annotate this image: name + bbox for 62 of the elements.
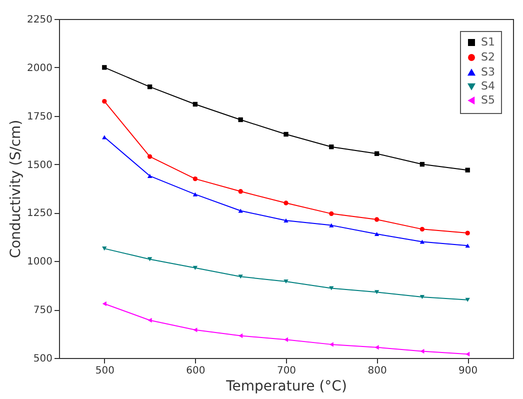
y-tick-label: 500 [33,354,52,364]
point [465,230,470,236]
point [102,98,107,104]
legend-label: S1 [481,36,495,48]
point [420,348,424,354]
point [192,176,198,182]
x-axis-title: Temperature (°C) [225,378,347,394]
y-tick-label: 1750 [27,111,52,122]
point [102,301,106,306]
legend-label: S3 [481,66,495,78]
point [284,200,288,206]
point [284,337,288,342]
point [374,151,380,156]
point [284,279,288,284]
x-tick-label: 900 [458,366,478,376]
point [465,298,470,302]
point [329,342,334,347]
point [284,132,288,137]
legend-label: S4 [481,80,495,92]
y-axis-title: Conductivity (S/cm) [8,120,24,258]
point [147,174,152,178]
point [238,208,243,213]
point [329,144,334,150]
point [329,286,334,290]
point [420,240,425,244]
point [147,154,152,159]
point [192,266,198,270]
y-tick-label: 1000 [27,256,52,268]
x-tick-label: 800 [368,366,387,376]
point [420,226,425,232]
point [238,189,243,194]
point [374,232,380,236]
point [465,168,470,172]
point [102,246,107,251]
y-tick-label: 1500 [27,160,52,171]
point [420,294,425,300]
legend-label: S5 [481,94,495,106]
point [102,65,107,70]
point [466,352,470,356]
point [192,102,198,107]
legend-label: S2 [481,50,495,64]
y-tick-label: 2000 [27,62,52,74]
point [238,333,243,338]
point [329,211,334,216]
y-tick-label: 750 [33,305,52,316]
x-tick-label: 700 [276,366,296,376]
point [148,318,152,323]
point [147,257,152,262]
y-tick-label: 2250 [27,14,52,26]
point [374,290,380,294]
point [420,162,425,167]
x-tick-label: 500 [95,366,114,376]
point [238,117,243,122]
point [238,274,243,279]
point [147,84,152,90]
point [374,217,380,222]
point [374,345,379,350]
y-tick-label: 1250 [27,208,52,220]
point [329,223,334,228]
x-tick-label: 600 [186,366,206,376]
point [284,218,288,222]
point [192,192,198,196]
